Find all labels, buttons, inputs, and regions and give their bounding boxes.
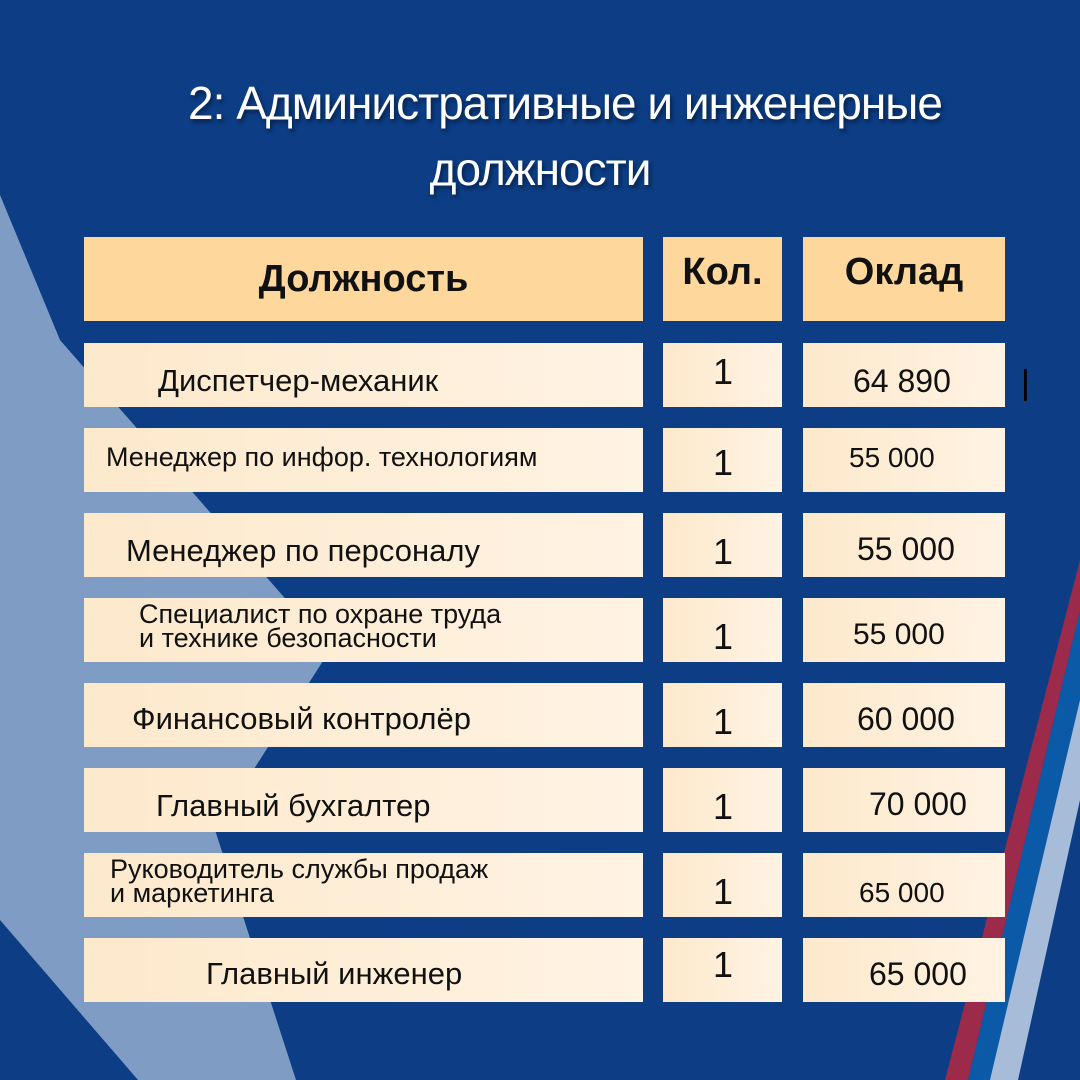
header-salary: Оклад	[803, 237, 1005, 321]
position-text-line1: Специалист по охране труда	[139, 599, 502, 629]
table-row-position: Менеджер по персоналу	[84, 513, 643, 577]
table-row-salary: 65 000	[803, 853, 1005, 917]
table-row-salary: 55 000	[803, 428, 1005, 492]
count-text: 1	[713, 351, 734, 392]
table-row-position: Главный бухгалтер	[84, 768, 643, 832]
position-text-line2: и технике безопасности	[139, 623, 437, 653]
header-position: Должность	[84, 237, 643, 321]
salary-text: 55 000	[849, 442, 935, 473]
table-row-salary: 65 000	[803, 938, 1005, 1002]
salary-text: 65 000	[869, 956, 967, 992]
table-row-count: 1	[663, 343, 782, 407]
table-row-position: Диспетчер-механик	[84, 343, 643, 407]
count-text: 1	[713, 701, 734, 742]
count-text: 1	[713, 442, 734, 483]
table-row-position: Руководитель службы продаж и маркетинга	[84, 853, 643, 917]
table-row-position: Специалист по охране труда и технике безо…	[84, 598, 643, 662]
salary-text: 60 000	[857, 701, 955, 737]
salary-text: 65 000	[859, 877, 945, 908]
table-row-count: 1	[663, 428, 782, 492]
table-row-position: Финансовый контролёр	[84, 683, 643, 747]
salary-text: 55 000	[853, 618, 945, 651]
stray-mark: |	[1021, 364, 1030, 402]
table-row-salary: 64 890	[803, 343, 1005, 407]
position-text-line1: Руководитель службы продаж	[110, 854, 489, 884]
count-text: 1	[713, 616, 734, 657]
header-count: Кол.	[663, 237, 782, 321]
position-text: Менеджер по персоналу	[126, 533, 480, 568]
table-row-position: Менеджер по инфор. технологиям	[84, 428, 643, 492]
position-text: Главный бухгалтер	[156, 788, 431, 823]
table-row-salary: 60 000	[803, 683, 1005, 747]
salary-text: 55 000	[857, 531, 955, 567]
count-text: 1	[713, 531, 734, 572]
table-row-count: 1	[663, 513, 782, 577]
position-text: Главный инженер	[206, 956, 463, 991]
table-row-count: 1	[663, 938, 782, 1002]
salary-text: 64 890	[853, 363, 951, 399]
position-text: Менеджер по инфор. технологиям	[106, 442, 538, 472]
table-row-count: 1	[663, 853, 782, 917]
table-row-count: 1	[663, 683, 782, 747]
table-row-position: Главный инженер	[84, 938, 643, 1002]
table-row-count: 1	[663, 768, 782, 832]
table-row-salary: 55 000	[803, 513, 1005, 577]
position-text: Диспетчер-механик	[158, 363, 439, 398]
count-text: 1	[713, 871, 734, 912]
salary-text: 70 000	[869, 786, 967, 822]
page-title-line2: должности	[429, 143, 652, 195]
table-row-salary: 70 000	[803, 768, 1005, 832]
position-text: Финансовый контролёр	[132, 701, 471, 736]
table-row-salary: 55 000	[803, 598, 1005, 662]
position-text-line2: и маркетинга	[110, 878, 275, 908]
count-text: 1	[713, 944, 734, 985]
page-title-line1: 2: Административные и инженерные	[188, 77, 943, 129]
count-text: 1	[713, 786, 734, 827]
table-row-count: 1	[663, 598, 782, 662]
